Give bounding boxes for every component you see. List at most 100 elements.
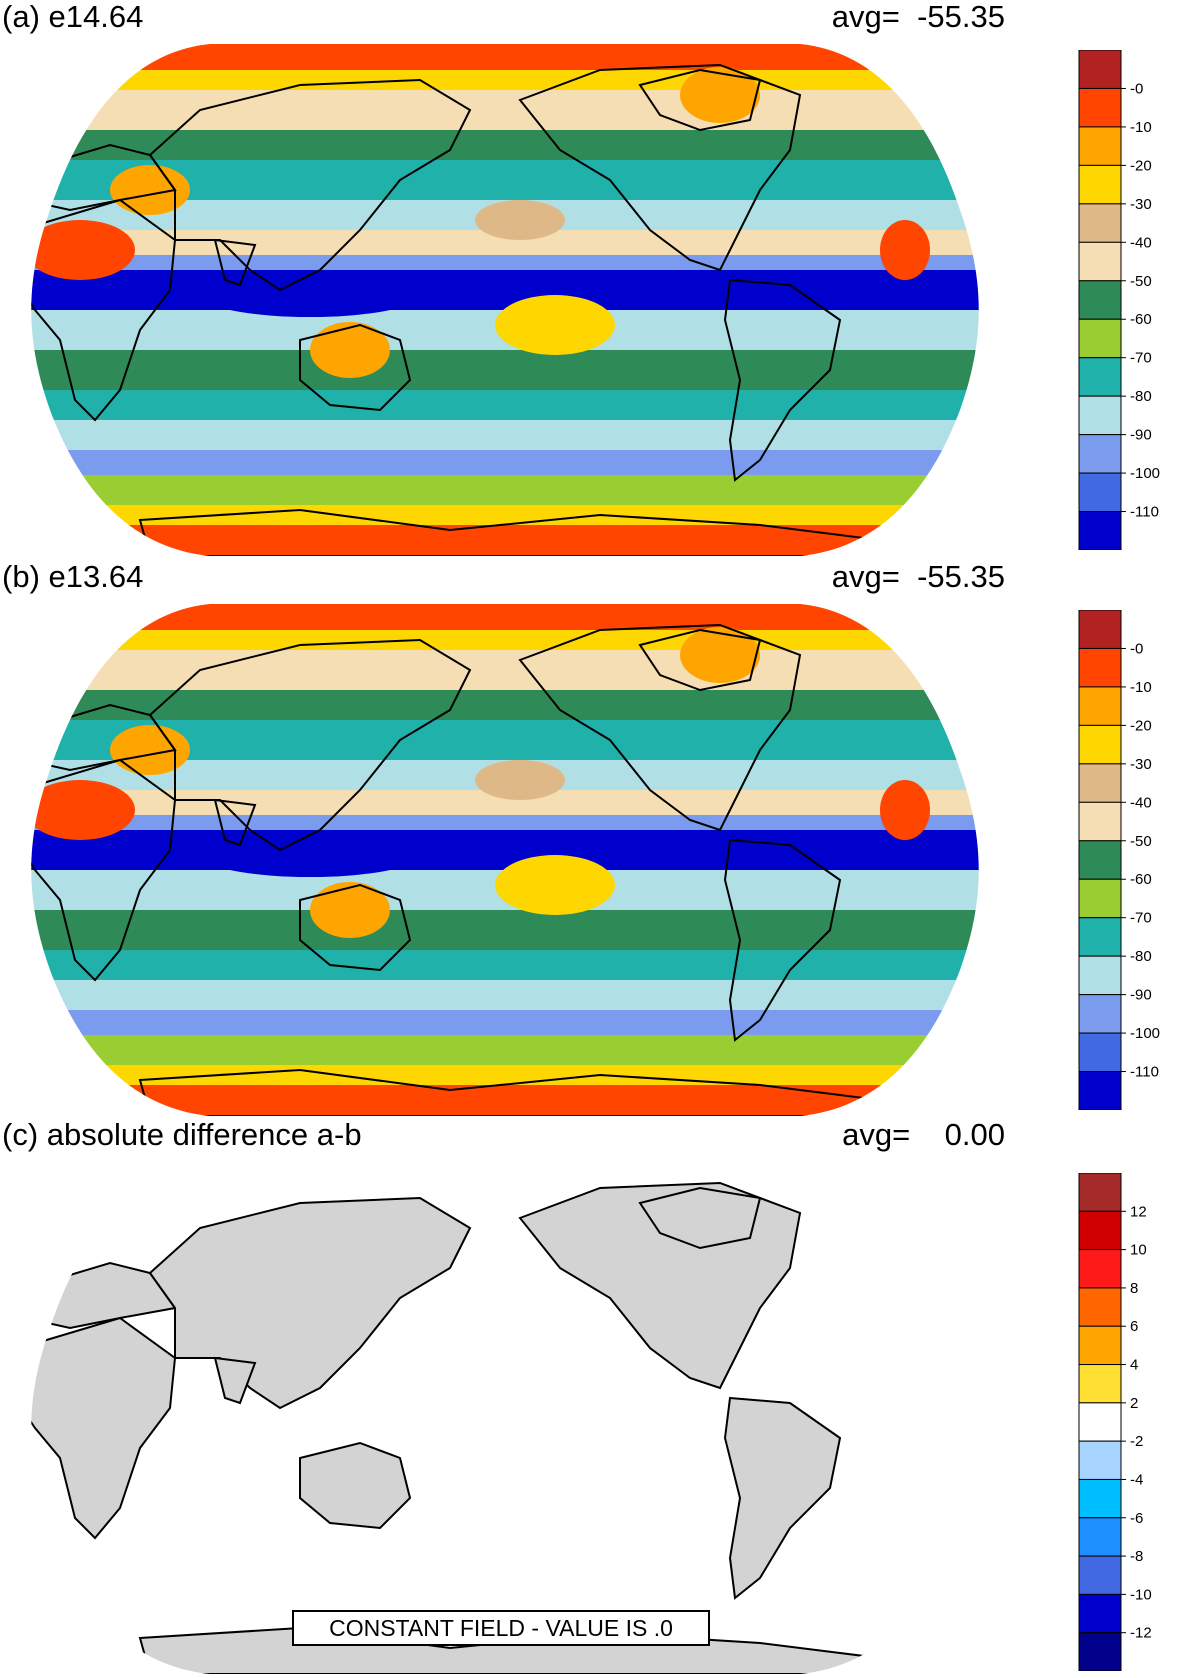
coastline-antarctica	[138, 508, 882, 556]
colorbar-label: -70	[1130, 350, 1152, 367]
colorbar-swatch	[1078, 801, 1122, 842]
field-patch	[31, 780, 135, 840]
field-band	[31, 604, 979, 630]
colorbar-swatch	[1078, 878, 1122, 919]
field-band	[31, 475, 979, 505]
coastline-south-america	[723, 838, 842, 1042]
colorbar-label: -6	[1130, 1510, 1143, 1527]
field-patch	[680, 627, 760, 683]
field-band	[31, 350, 979, 390]
field-band	[31, 650, 979, 690]
map-a	[31, 44, 979, 556]
colorbar-label: -70	[1130, 910, 1152, 927]
colorbar-swatch	[1078, 686, 1122, 726]
colorbar-swatch	[1078, 50, 1122, 89]
map-fill	[31, 44, 979, 556]
colorbar-swatch	[1078, 87, 1122, 128]
field-patch	[880, 780, 930, 840]
field-band	[31, 420, 979, 450]
colorbar-swatch	[1078, 763, 1122, 803]
colorbar-label: -30	[1130, 756, 1152, 773]
colorbar-label: -60	[1130, 311, 1152, 328]
constant-field-note: CONSTANT FIELD - VALUE IS .0	[292, 1610, 710, 1646]
coastline-asia	[148, 78, 472, 292]
coastline-india	[213, 798, 257, 847]
panel-title: (b) e13.64	[2, 559, 144, 594]
colorbar-swatch	[1078, 1325, 1122, 1366]
map-fill	[31, 1162, 979, 1674]
colorbar-swatch	[1078, 1478, 1122, 1519]
colorbar-label: -20	[1130, 717, 1152, 734]
land-africa	[31, 1316, 177, 1540]
colorbar-swatch	[1078, 955, 1122, 996]
field-band	[31, 44, 979, 70]
field-band	[31, 90, 979, 130]
colorbar-swatch	[1078, 1440, 1122, 1480]
map-fill	[31, 604, 979, 1116]
colorbar-label: -2	[1130, 1433, 1143, 1450]
coastline-north-america	[518, 63, 802, 272]
land-asia	[148, 1196, 472, 1410]
colorbar-label: 6	[1130, 1318, 1138, 1335]
colorbar-swatch	[1078, 724, 1122, 765]
colorbar-swatch	[1078, 1593, 1122, 1634]
panel-average: avg= -55.35	[831, 0, 1005, 34]
colorbar-swatch	[1078, 357, 1122, 397]
land-south-america	[723, 1396, 842, 1600]
colorbar-swatch	[1078, 610, 1122, 649]
colorbar-swatch	[1078, 395, 1122, 436]
coastline-africa	[31, 198, 177, 422]
colorbar-label: -4	[1130, 1471, 1143, 1488]
field-band	[31, 815, 979, 830]
colorbar-label: -100	[1130, 1025, 1160, 1042]
map-c	[31, 1162, 979, 1674]
colorbar-label: -90	[1130, 987, 1152, 1004]
colorbar-swatch	[1078, 917, 1122, 957]
panel-title: (a) e14.64	[2, 0, 144, 34]
colorbar-swatch	[1078, 318, 1122, 359]
colorbar-swatch	[1078, 126, 1122, 166]
field-patch	[31, 220, 135, 280]
colorbar-label: -60	[1130, 871, 1152, 888]
field-patch	[310, 322, 390, 378]
colorbar-label: -0	[1130, 80, 1143, 97]
field-patch	[310, 882, 390, 938]
coastline-australia	[299, 883, 412, 972]
panel-average: avg= 0.00	[842, 1117, 1005, 1152]
colorbar-swatch	[1078, 241, 1122, 282]
colorbar-label: -10	[1130, 679, 1152, 696]
colorbar-swatch	[1078, 1517, 1122, 1557]
panel-c: (c) absolute difference a-b avg= 0.00 12…	[0, 1118, 1191, 1677]
panel-b: (b) e13.64 avg= -55.35 -0 -10 -20 -30 -40 -50…	[0, 560, 1191, 1120]
colorbar-label: -100	[1130, 465, 1160, 482]
colorbar-label: -40	[1130, 234, 1152, 251]
colorbar-swatch	[1078, 647, 1122, 688]
field-band	[31, 830, 979, 870]
coastline-north-america	[518, 623, 802, 832]
colorbar-swatch	[1078, 511, 1122, 550]
colorbar-label: 12	[1130, 1203, 1147, 1220]
colorbar-label: -12	[1130, 1625, 1152, 1642]
colorbar-label: 4	[1130, 1357, 1138, 1374]
colorbar-swatch	[1078, 434, 1122, 474]
colorbar-label: 8	[1130, 1280, 1138, 1297]
field-band	[31, 505, 979, 525]
coastline-antarctica	[138, 1068, 882, 1116]
colorbar-swatch	[1078, 1632, 1122, 1671]
coastline-australia	[299, 323, 412, 412]
colorbar-swatch	[1078, 1364, 1122, 1404]
colorbar-swatch	[1078, 1210, 1122, 1251]
map-b	[31, 604, 979, 1116]
field-patch	[475, 200, 565, 240]
colorbar-label: -90	[1130, 427, 1152, 444]
colorbar-label: -80	[1130, 948, 1152, 965]
field-patch	[495, 855, 615, 915]
field-band	[31, 255, 979, 270]
colorbar-swatch	[1078, 1555, 1122, 1595]
colorbar-swatch	[1078, 203, 1122, 243]
colorbar-label: -10	[1130, 119, 1152, 136]
colorbar-swatch	[1078, 840, 1122, 880]
colorbar-label: -50	[1130, 273, 1152, 290]
field-band	[31, 525, 979, 556]
field-patch	[680, 67, 760, 123]
